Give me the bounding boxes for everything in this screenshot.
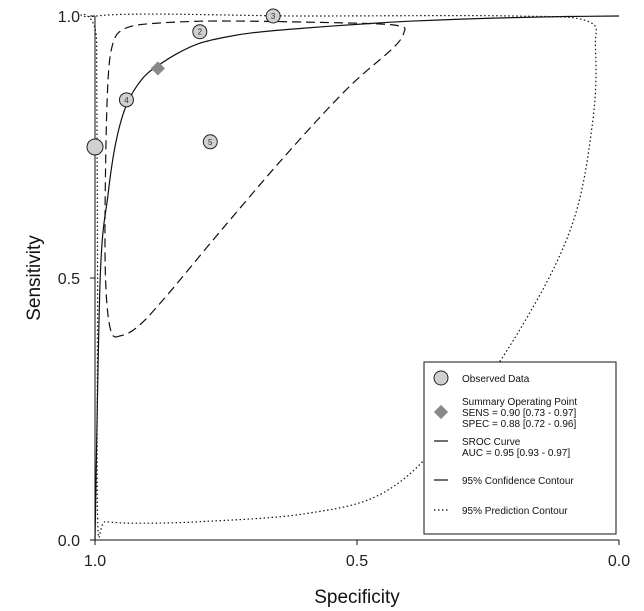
- prediction-contour: [80, 13, 597, 538]
- observed-point-label: 4: [124, 96, 129, 105]
- sroc-curve: [94, 15, 620, 541]
- x-tick-labels: 1.0 0.5 0.0: [84, 553, 630, 570]
- legend-box: [423, 361, 617, 535]
- legend-summary-title: Summary Operating Point: [462, 397, 577, 408]
- x-tick-label: 1.0: [84, 553, 106, 570]
- confidence-contour: [104, 20, 406, 338]
- x-tick-label: 0.0: [608, 553, 630, 570]
- points-layer: 2 3 4 5: [86, 8, 281, 156]
- summary-operating-point: [150, 61, 165, 76]
- legend: Observed Data Summary Operating Point SE…: [423, 361, 617, 535]
- legend-summary-spec: SPEC = 0.88 [0.72 - 0.96]: [462, 419, 576, 430]
- observed-point: [265, 8, 281, 24]
- legend-summary-sens: SENS = 0.90 [0.73 - 0.97]: [462, 408, 576, 419]
- observed-point-label: 5: [208, 138, 213, 147]
- x-tick-label: 0.5: [346, 553, 368, 570]
- legend-summary-marker: [433, 404, 449, 420]
- y-axis-title: Sensitivity: [24, 235, 45, 321]
- legend-prediction-label: 95% Prediction Contour: [462, 506, 568, 517]
- x-axis-title: Specificity: [314, 587, 400, 608]
- y-tick-label: 0.0: [58, 533, 80, 550]
- observed-point: [86, 138, 104, 156]
- legend-observed-marker: [433, 370, 449, 386]
- axis-ticks: [90, 15, 620, 545]
- observed-point: [118, 92, 134, 108]
- observed-point: [202, 134, 218, 150]
- legend-confidence-label: 95% Confidence Contour: [462, 476, 574, 487]
- curves-layer: [80, 13, 620, 541]
- observed-point-label: 2: [198, 28, 203, 37]
- y-tick-labels: 0.0 0.5 1.0: [58, 9, 80, 550]
- legend-observed-label: Observed Data: [462, 374, 530, 385]
- observed-point-label: 3: [271, 12, 276, 21]
- legend-sroc-title: SROC Curve: [462, 437, 521, 448]
- y-tick-label: 0.5: [58, 271, 80, 288]
- observed-point: [192, 24, 208, 40]
- legend-sroc-auc: AUC = 0.95 [0.93 - 0.97]: [462, 448, 570, 459]
- y-tick-label: 1.0: [58, 9, 80, 26]
